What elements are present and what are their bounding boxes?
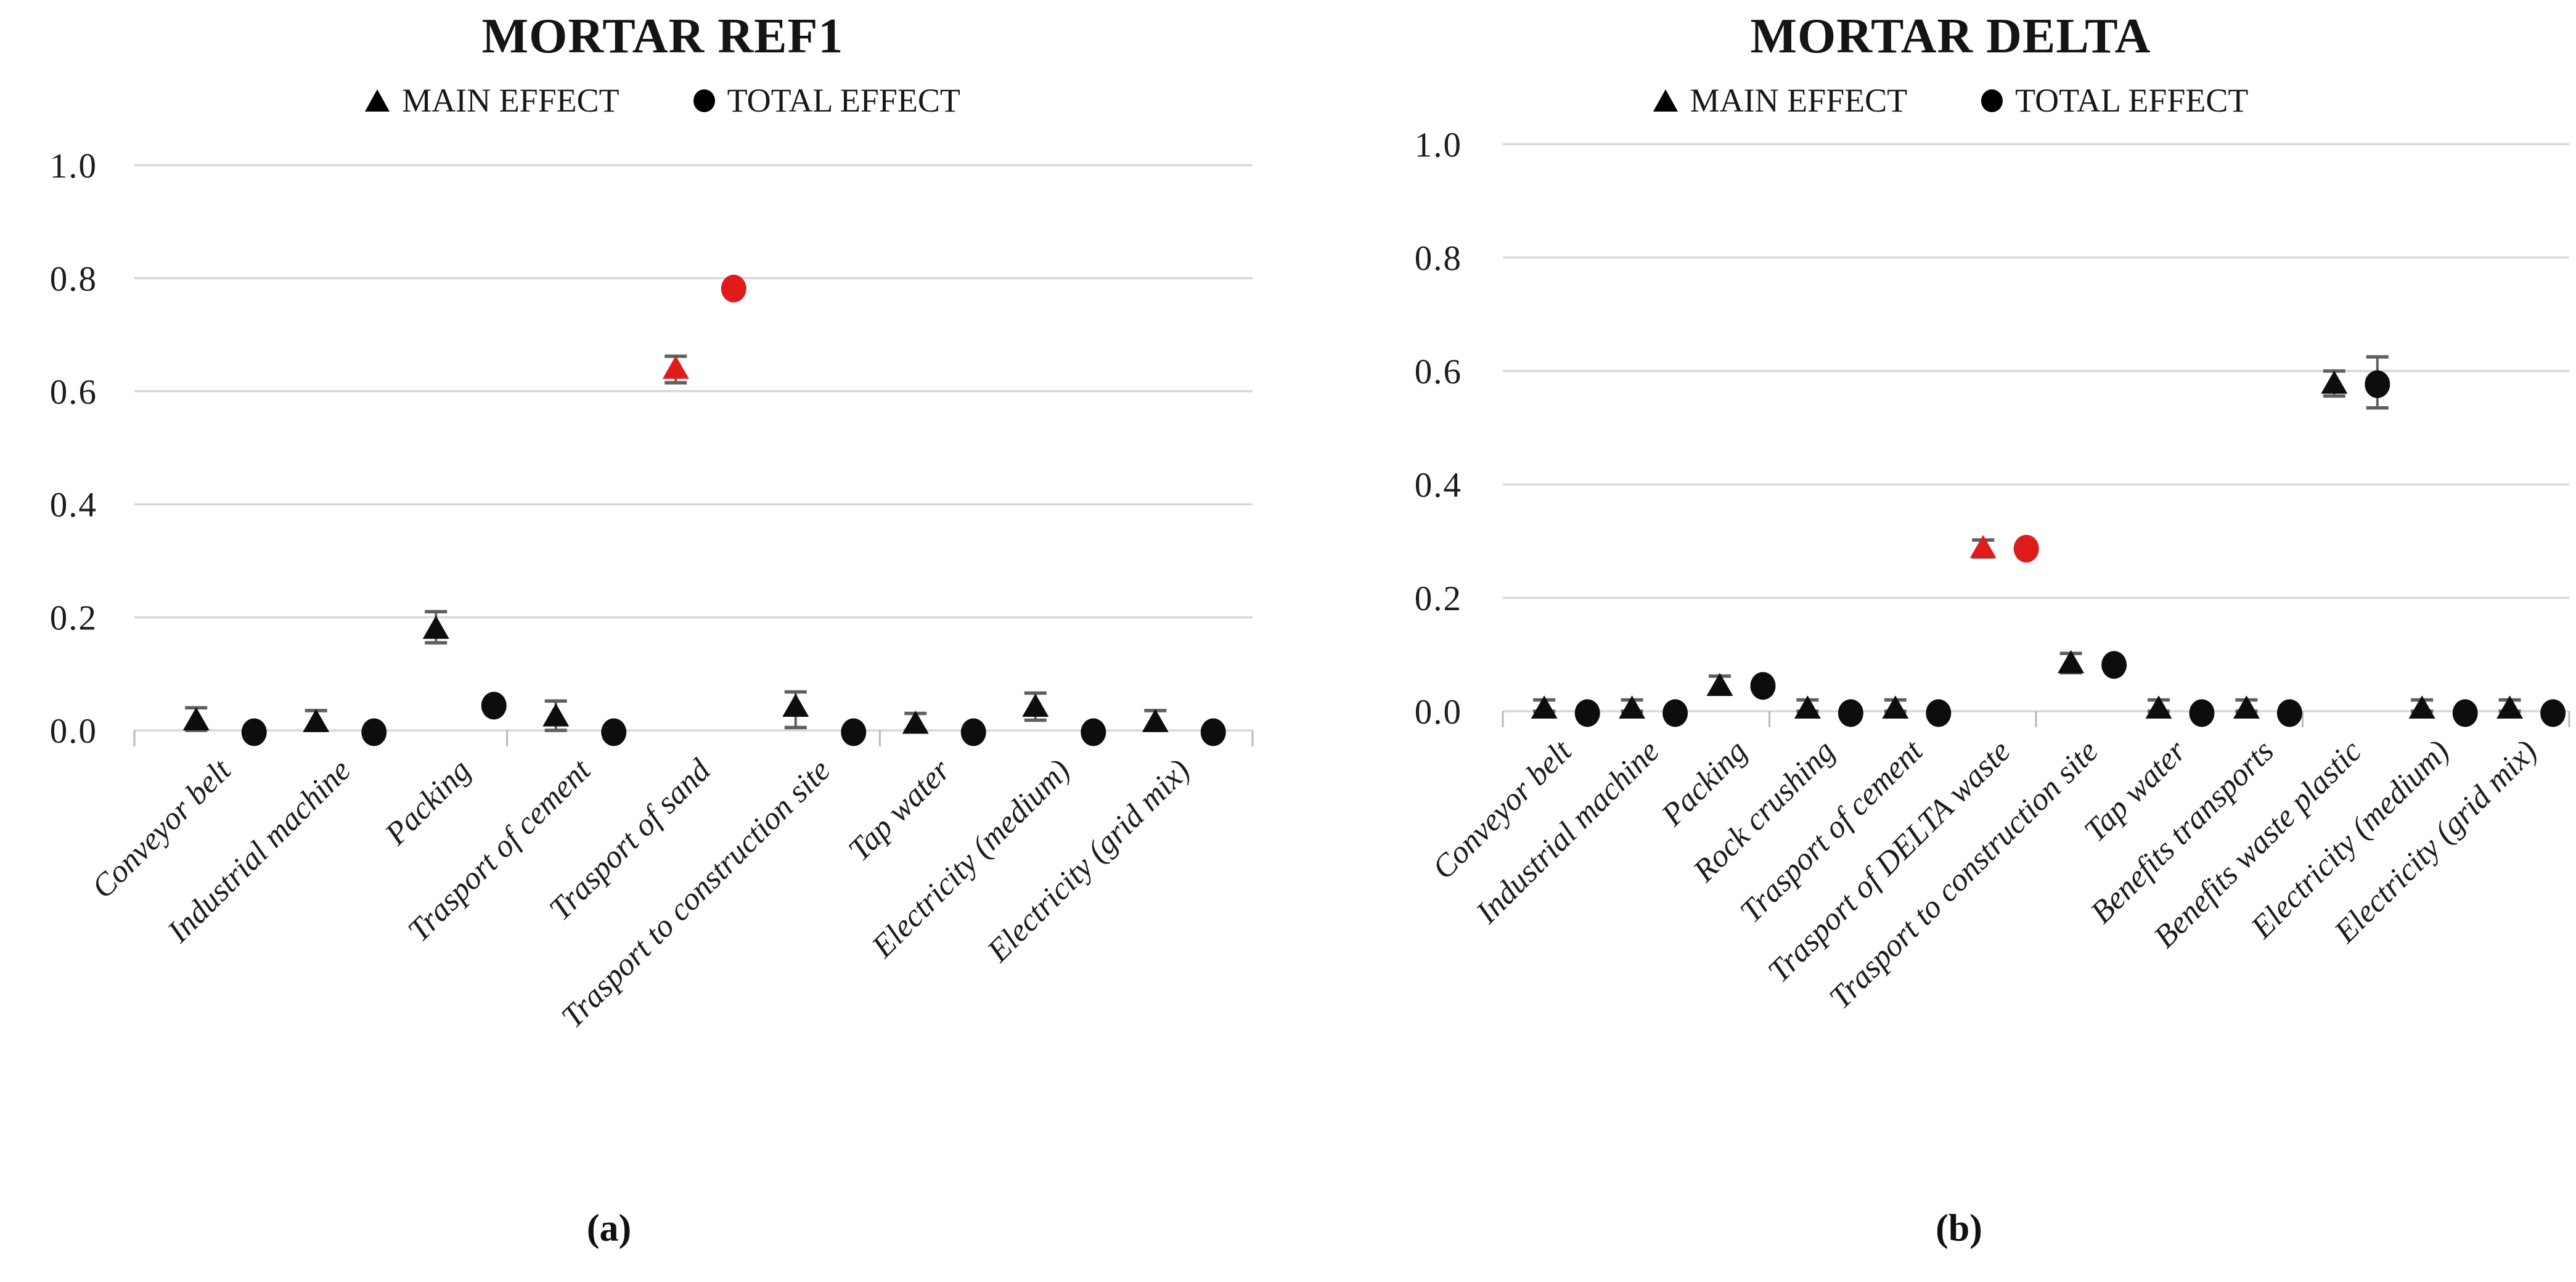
total-effect-point [721,274,746,303]
main-effect-point [1619,695,1646,719]
svg-text:0.2: 0.2 [1415,579,1462,618]
svg-text:1.0: 1.0 [1415,126,1462,165]
total-effect-point [2540,699,2566,727]
main-effect-point [303,709,330,732]
main-effect-triangle-icon [365,89,390,112]
main-effect-triangle-icon [1653,89,1678,112]
legend-item-main-effect: MAIN EFFECT [1653,81,1908,120]
total-effect-circle-icon [693,89,715,112]
plot-b-series-triangle [1531,370,2524,719]
total-effect-point [2276,699,2302,727]
main-effect-point [1794,695,1821,719]
total-effect-point [1200,718,1226,746]
main-effect-point [1531,695,1558,719]
total-effect-point [481,692,507,720]
main-effect-point [782,693,809,717]
total-effect-point [361,718,387,746]
plot-a-gridlines: 1.0 0.8 0.6 0.4 0.2 0.0 [50,147,1253,751]
panel-a-caption: (a) [586,1207,632,1249]
svg-text:0.4: 0.4 [50,486,97,525]
main-effect-point [2408,695,2435,719]
svg-text:Electricity (grid mix): Electricity (grid mix) [980,753,1196,969]
legend-item-total-effect: TOTAL EFFECT [1981,81,2248,120]
main-effect-point [1706,672,1733,696]
total-effect-point [1838,699,1863,727]
svg-text:0.4: 0.4 [1415,466,1462,505]
legend-item-main-effect: MAIN EFFECT [365,81,619,120]
total-effect-point [2189,699,2215,727]
plot-a-series-triangle [182,356,1169,734]
main-effect-point [1969,535,1997,558]
main-effect-point [2058,650,2085,674]
legend-label-main-effect: MAIN EFFECT [1690,82,1908,119]
main-effect-point [182,707,210,730]
chart-mortar-delta: MORTAR DELTA MAIN EFFECT TOTAL EFFECT (b… [1325,0,2576,1282]
plot-a-axis-ticks [133,730,1254,746]
main-effect-point [2145,695,2172,719]
svg-text:0.6: 0.6 [50,373,97,412]
svg-text:0.8: 0.8 [50,259,97,298]
panel-b-caption: (b) [1936,1207,1982,1249]
total-effect-point [1926,699,1952,727]
total-effect-point [2013,534,2039,563]
svg-text:0.0: 0.0 [50,712,97,751]
main-effect-point [1882,695,1909,719]
svg-text:Electricity (medium): Electricity (medium) [865,753,1077,965]
total-effect-point [1081,718,1106,746]
main-effect-point [1142,709,1169,732]
total-effect-point [1662,699,1688,727]
chart-a-title: MORTAR REF1 [481,9,844,63]
total-effect-circle-icon [1981,89,2003,112]
chart-a-legend: MAIN EFFECT TOTAL EFFECT [0,81,1325,120]
legend-label-total-effect: TOTAL EFFECT [727,82,960,119]
main-effect-point [542,703,570,727]
total-effect-point [1750,672,1776,700]
svg-text:0.6: 0.6 [1415,353,1462,391]
main-effect-point [2496,695,2524,719]
main-effect-point [662,356,689,379]
svg-text:0.0: 0.0 [1415,693,1462,732]
svg-text:1.0: 1.0 [50,147,97,186]
chart-mortar-ref1: MORTAR REF1 MAIN EFFECT TOTAL EFFECT (a) [0,9,1325,1249]
main-effect-point [2233,695,2260,719]
total-effect-point [601,718,627,746]
main-effect-point [2321,370,2348,394]
plot-a-series-circle [241,274,1226,746]
main-effect-point [1022,693,1049,717]
total-effect-point [2452,699,2478,727]
total-effect-point [241,718,267,746]
svg-text:0.2: 0.2 [50,599,97,638]
plot-b-error-bars [1533,355,2521,713]
svg-text:Tap water: Tap water [842,753,958,868]
main-effect-point [902,710,929,734]
total-effect-point [2101,651,2127,679]
legend-label-main-effect: MAIN EFFECT [402,82,619,119]
svg-text:Packing: Packing [378,753,477,852]
chart-b-title: MORTAR DELTA [1750,9,2151,63]
plot-a-error-bars [185,354,1167,732]
legend-label-total-effect: TOTAL EFFECT [2015,82,2249,119]
total-effect-point [841,718,867,746]
main-effect-point [422,615,449,639]
total-effect-point [1574,699,1600,727]
chart-b-legend: MAIN EFFECT TOTAL EFFECT [1325,81,2576,120]
legend-item-total-effect: TOTAL EFFECT [693,81,960,120]
svg-text:0.8: 0.8 [1415,239,1462,278]
total-effect-point [2365,370,2390,398]
plot-b-gridlines: 1.0 0.8 0.6 0.4 0.2 0.0 [1415,126,2569,732]
total-effect-point [960,718,986,746]
plot-b-series-circle [1574,370,2566,727]
plot-b-axis-ticks [1502,711,2570,727]
